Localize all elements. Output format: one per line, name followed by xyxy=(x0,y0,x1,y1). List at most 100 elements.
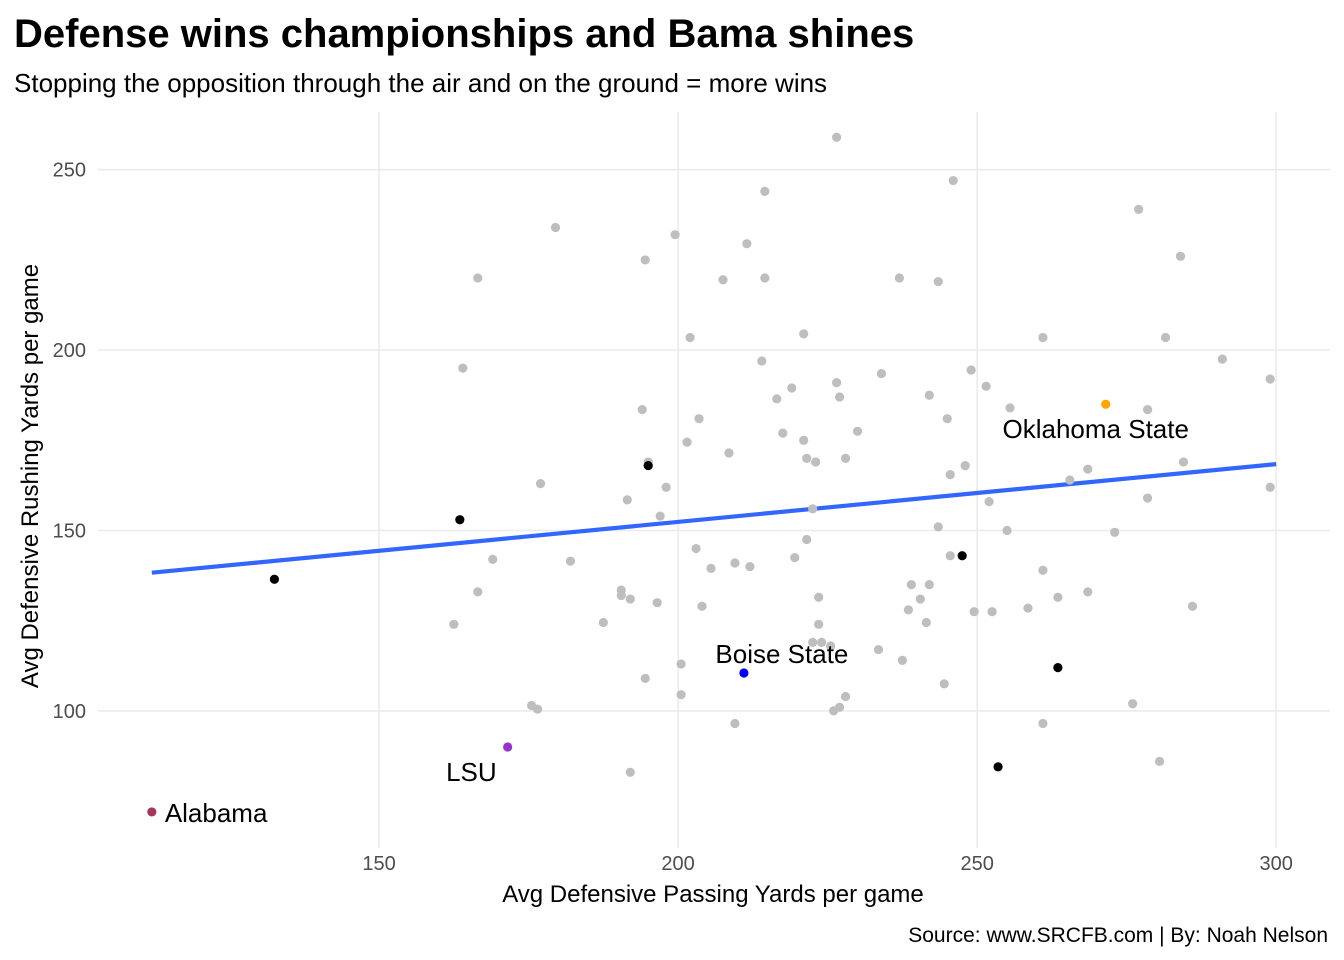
y-tick-label: 100 xyxy=(53,701,86,723)
data-point xyxy=(1065,475,1075,485)
data-point xyxy=(730,718,740,729)
data-point xyxy=(1217,354,1227,364)
x-tick-label: 300 xyxy=(1259,853,1292,875)
data-point xyxy=(718,275,728,285)
data-point xyxy=(670,230,680,240)
data-point xyxy=(840,691,851,702)
data-point xyxy=(960,460,970,471)
data-point xyxy=(832,377,842,388)
data-point xyxy=(622,495,632,505)
data-point xyxy=(742,239,752,249)
data-point xyxy=(876,368,887,379)
y-tick-label: 250 xyxy=(53,160,86,182)
highlight-point xyxy=(269,574,280,584)
y-tick-label: 150 xyxy=(53,521,86,543)
x-axis-title: Avg Defensive Passing Yards per game xyxy=(502,881,924,908)
data-point xyxy=(799,329,809,339)
trend-line-layer xyxy=(151,462,1277,575)
data-point xyxy=(966,365,976,375)
highlight-point xyxy=(1053,663,1063,673)
data-point xyxy=(676,690,686,700)
data-point xyxy=(826,641,836,651)
data-point xyxy=(760,273,770,283)
data-point xyxy=(811,457,821,467)
data-point xyxy=(694,414,704,424)
chart-title: Defense wins championships and Bama shin… xyxy=(14,12,914,56)
data-point xyxy=(661,482,671,492)
data-point xyxy=(745,561,755,572)
data-point xyxy=(1160,332,1171,343)
data-point xyxy=(1178,457,1189,467)
data-point xyxy=(984,497,994,507)
data-point xyxy=(757,356,767,366)
chart-subtitle: Stopping the opposition through the air … xyxy=(14,68,827,98)
highlight-point xyxy=(643,460,653,471)
data-point xyxy=(1154,756,1165,767)
data-point xyxy=(565,556,576,566)
data-point xyxy=(1038,565,1048,575)
data-point xyxy=(802,534,812,545)
data-point xyxy=(550,222,561,233)
data-point xyxy=(1053,592,1063,602)
data-point xyxy=(706,563,716,573)
data-point xyxy=(473,273,483,283)
data-point xyxy=(981,381,991,391)
data-point xyxy=(802,453,812,463)
data-point xyxy=(458,363,468,373)
data-point xyxy=(1128,699,1138,709)
y-tick-label: 200 xyxy=(53,340,86,362)
data-point xyxy=(640,255,650,265)
data-point xyxy=(778,428,788,438)
data-point xyxy=(942,414,952,424)
label-oklahoma-state: Oklahoma State xyxy=(1003,414,1189,444)
x-tick-label: 250 xyxy=(960,853,993,875)
data-point xyxy=(1187,601,1198,611)
data-point xyxy=(691,543,701,554)
data-point xyxy=(897,655,907,665)
points-layer xyxy=(147,132,1275,817)
data-point xyxy=(488,554,498,564)
highlight-point xyxy=(455,515,465,525)
data-point xyxy=(625,594,635,604)
data-point xyxy=(814,619,824,629)
data-point xyxy=(924,390,934,400)
data-point xyxy=(834,702,845,712)
data-point xyxy=(676,659,686,669)
data-point xyxy=(473,587,483,597)
data-point xyxy=(924,580,934,590)
data-point xyxy=(915,594,925,604)
data-point xyxy=(1083,464,1093,474)
data-point xyxy=(724,448,734,458)
chart-caption: Source: www.SRCFB.com | By: Noah Nelson xyxy=(908,924,1328,947)
data-point xyxy=(894,273,904,283)
label-lsu: LSU xyxy=(446,757,497,787)
y-axis-title: Avg Defensive Rushing Yards per game xyxy=(17,264,44,688)
data-point xyxy=(772,394,782,404)
data-point xyxy=(852,426,863,436)
data-point xyxy=(817,637,827,647)
data-point xyxy=(873,644,884,655)
data-point xyxy=(682,437,692,447)
data-point xyxy=(655,511,665,521)
data-point xyxy=(1134,204,1144,215)
label-boise-state: Boise State xyxy=(715,639,848,669)
data-point xyxy=(808,504,818,514)
label-alabama: Alabama xyxy=(165,798,268,828)
point-boise-state xyxy=(739,668,749,678)
data-point xyxy=(652,598,662,608)
tick-labels: 150 200 250 300 100 150 200 250 xyxy=(53,160,1293,875)
data-point xyxy=(948,175,958,186)
x-tick-label: 200 xyxy=(661,853,694,875)
data-point xyxy=(808,637,818,647)
point-oklahoma-state xyxy=(1101,399,1111,409)
data-point xyxy=(834,392,845,402)
point-lsu xyxy=(503,742,513,752)
highlight-point xyxy=(993,762,1003,772)
data-point xyxy=(945,551,955,561)
data-point xyxy=(906,580,916,590)
data-point xyxy=(1005,403,1015,413)
data-point xyxy=(1038,718,1048,729)
data-point xyxy=(697,601,707,611)
data-point xyxy=(1110,527,1120,537)
data-point xyxy=(933,276,943,287)
